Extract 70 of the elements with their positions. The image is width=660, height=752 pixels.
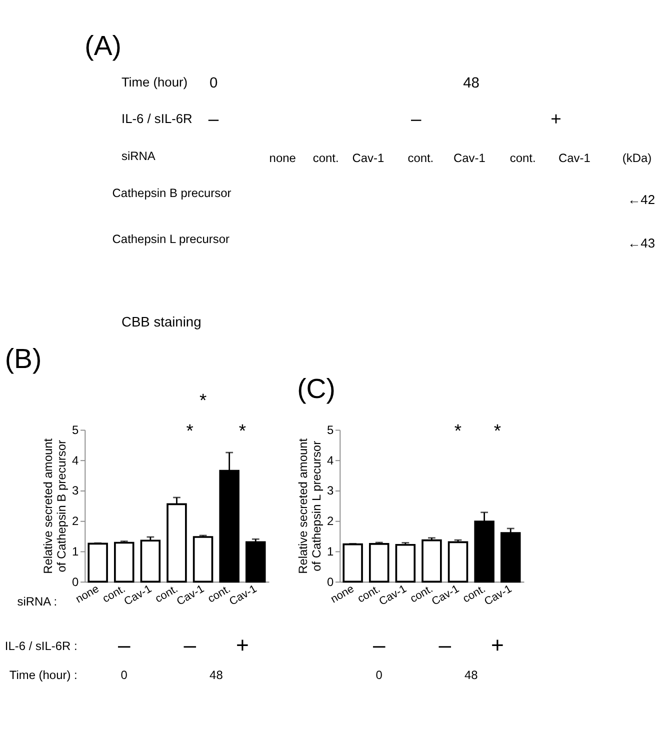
text: Cav-1 — [352, 150, 384, 165]
text: 48 — [464, 668, 478, 682]
text: Cathepsin L precursor — [112, 232, 230, 246]
bar — [342, 543, 363, 583]
text: + — [550, 108, 562, 130]
text: + — [236, 632, 249, 658]
text: cont. — [510, 150, 536, 165]
y-tick-label: 1 — [72, 544, 80, 558]
text: – — [410, 108, 422, 130]
bar — [88, 542, 108, 583]
x-tick-label: Cav-1 — [377, 583, 409, 608]
y-tick-label: 1 — [327, 544, 334, 558]
chart-title: (B) — [4, 342, 42, 374]
y-tick-label: 5 — [327, 422, 334, 437]
x-tick-label: Cav-1 — [122, 583, 154, 608]
text: cont. — [312, 150, 339, 165]
text: 48 — [463, 75, 480, 92]
y-tick-label: 4 — [327, 453, 334, 468]
y-tick-label: 0 — [72, 574, 80, 589]
text: 48 — [210, 668, 224, 682]
text: 0 — [120, 668, 128, 682]
text: Time (hour) — [122, 74, 188, 90]
text: siRNA — [122, 149, 156, 164]
y-tick-label: 2 — [72, 514, 80, 528]
bar — [368, 543, 390, 583]
text: – — [372, 632, 386, 658]
bar — [192, 536, 214, 583]
annotation: * — [454, 420, 462, 441]
text: * — [199, 389, 207, 410]
text: 0 — [376, 668, 383, 682]
text: – — [184, 632, 197, 658]
chart-title: (C) — [297, 373, 336, 404]
text: cont. — [408, 150, 434, 165]
bar — [140, 540, 161, 583]
text: Cav-1 — [558, 150, 591, 165]
bar — [500, 532, 521, 583]
text: – — [438, 632, 452, 658]
annotation: * — [494, 420, 502, 441]
bar — [395, 544, 416, 583]
text: (kDa) — [622, 150, 652, 165]
text: ←43 — [628, 236, 655, 250]
text: CBB staining — [122, 314, 202, 330]
text: ←42 — [628, 192, 655, 208]
y-tick-label: 4 — [72, 453, 80, 468]
text: – — [118, 632, 131, 658]
text: 0 — [209, 75, 218, 92]
text: Cathepsin B precursor — [112, 186, 232, 200]
y-tick-label: 3 — [72, 484, 80, 498]
y-tick-label: 3 — [327, 484, 334, 498]
text: IL-6 / sIL-6R — [122, 111, 192, 126]
annotation: * — [238, 420, 246, 441]
text: Cav-1 — [454, 150, 486, 165]
y-tick-label: 5 — [72, 422, 80, 437]
text: Time (hour) : — [9, 668, 78, 682]
bar — [114, 542, 134, 583]
text: (A) — [84, 30, 122, 62]
text: siRNA : — [17, 594, 58, 609]
text: + — [491, 632, 504, 658]
y-tick-label: 0 — [327, 574, 334, 589]
annotation: * — [186, 420, 194, 441]
bar — [448, 541, 468, 583]
text: – — [208, 108, 220, 130]
text: IL-6 / sIL-6R : — [4, 638, 78, 653]
y-axis-title: Relative secreted amount of Cathepsin B precursor — [40, 438, 69, 574]
bar — [422, 539, 442, 583]
y-tick-label: 2 — [327, 514, 334, 528]
x-tick-label: Cav-1 — [174, 583, 206, 608]
text: none — [269, 150, 296, 165]
x-tick-label: Cav-1 — [430, 583, 462, 608]
y-axis-title: Relative secreted amount of Cathepsin L precursor — [296, 438, 324, 574]
